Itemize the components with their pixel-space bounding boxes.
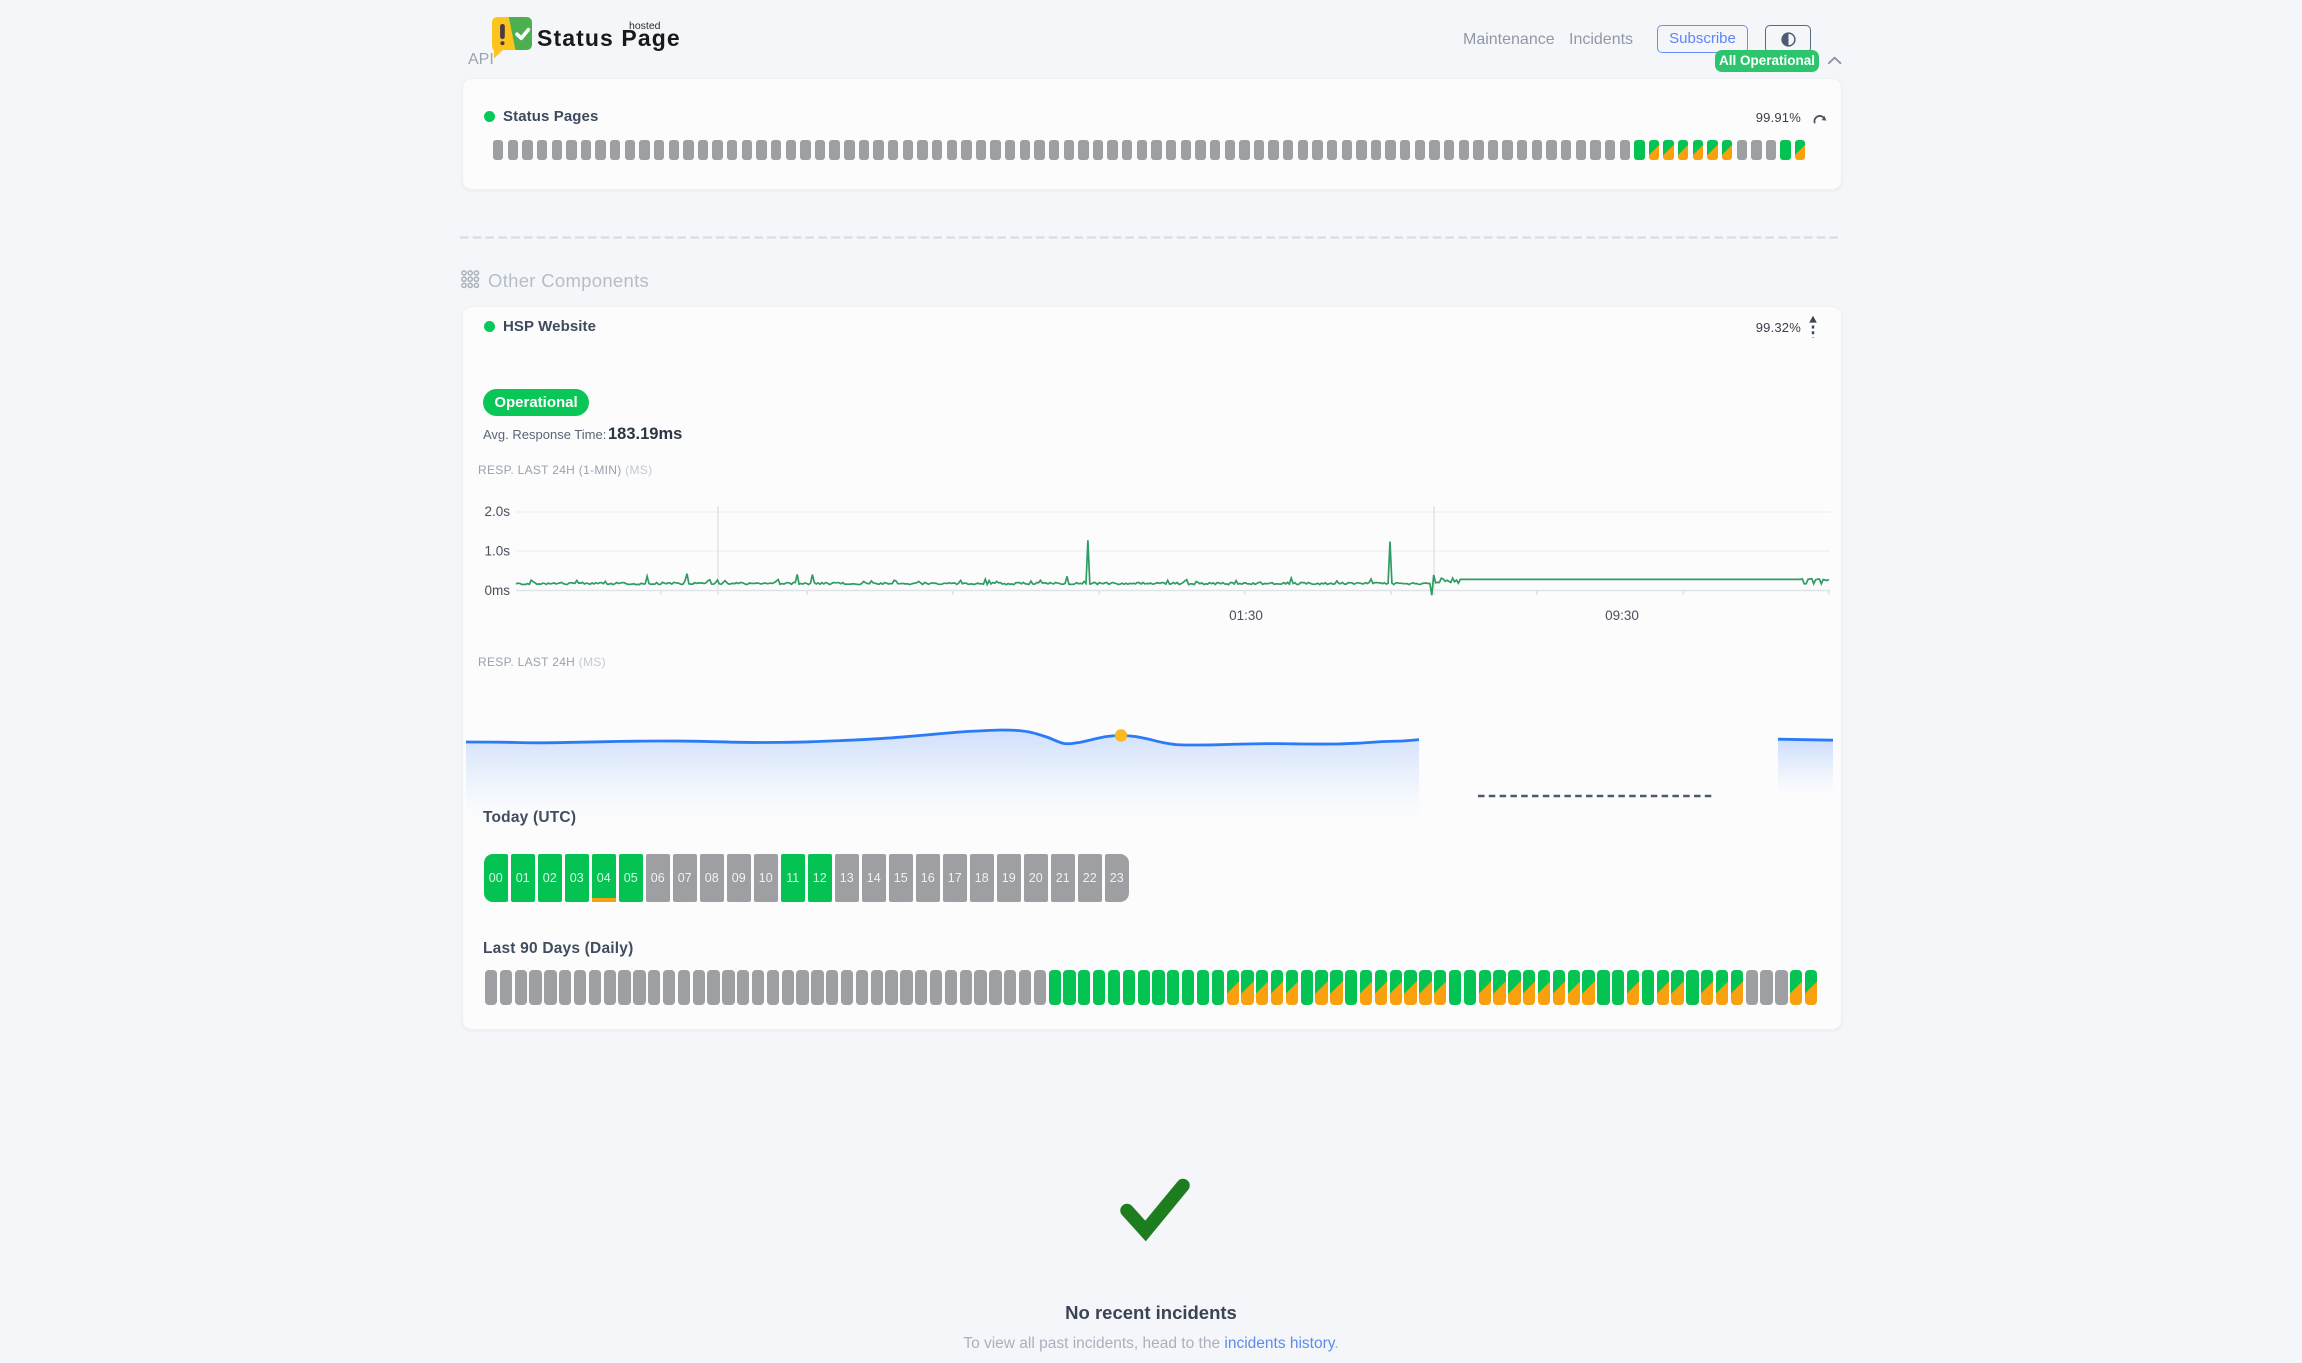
svg-text:09:30: 09:30 — [1605, 608, 1639, 623]
svg-text:0ms: 0ms — [484, 583, 510, 598]
svg-text:01:30: 01:30 — [1229, 608, 1263, 623]
svg-text:1.0s: 1.0s — [484, 544, 510, 559]
svg-text:2.0s: 2.0s — [484, 504, 510, 519]
